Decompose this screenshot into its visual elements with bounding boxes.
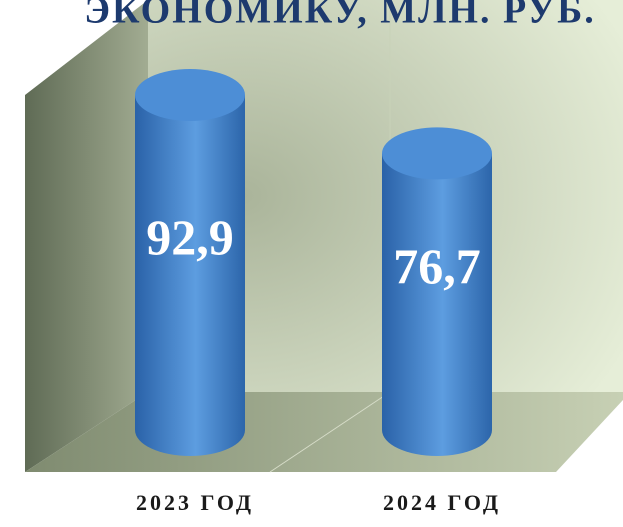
- x-tick-label: 2024 ГОД: [383, 490, 501, 515]
- chart-title: ЭКОНОМИКУ, МЛН. РУБ.: [84, 0, 595, 32]
- divider: [269, 391, 391, 473]
- x-tick-label: 2023 ГОД: [136, 490, 254, 515]
- bar-top: [135, 69, 245, 121]
- value-label: 76,7: [393, 238, 481, 294]
- bar-top: [382, 127, 492, 180]
- bar: [382, 153, 492, 456]
- side-wall: [25, 0, 148, 472]
- bar: [135, 95, 245, 456]
- value-label: 92,9: [146, 209, 234, 265]
